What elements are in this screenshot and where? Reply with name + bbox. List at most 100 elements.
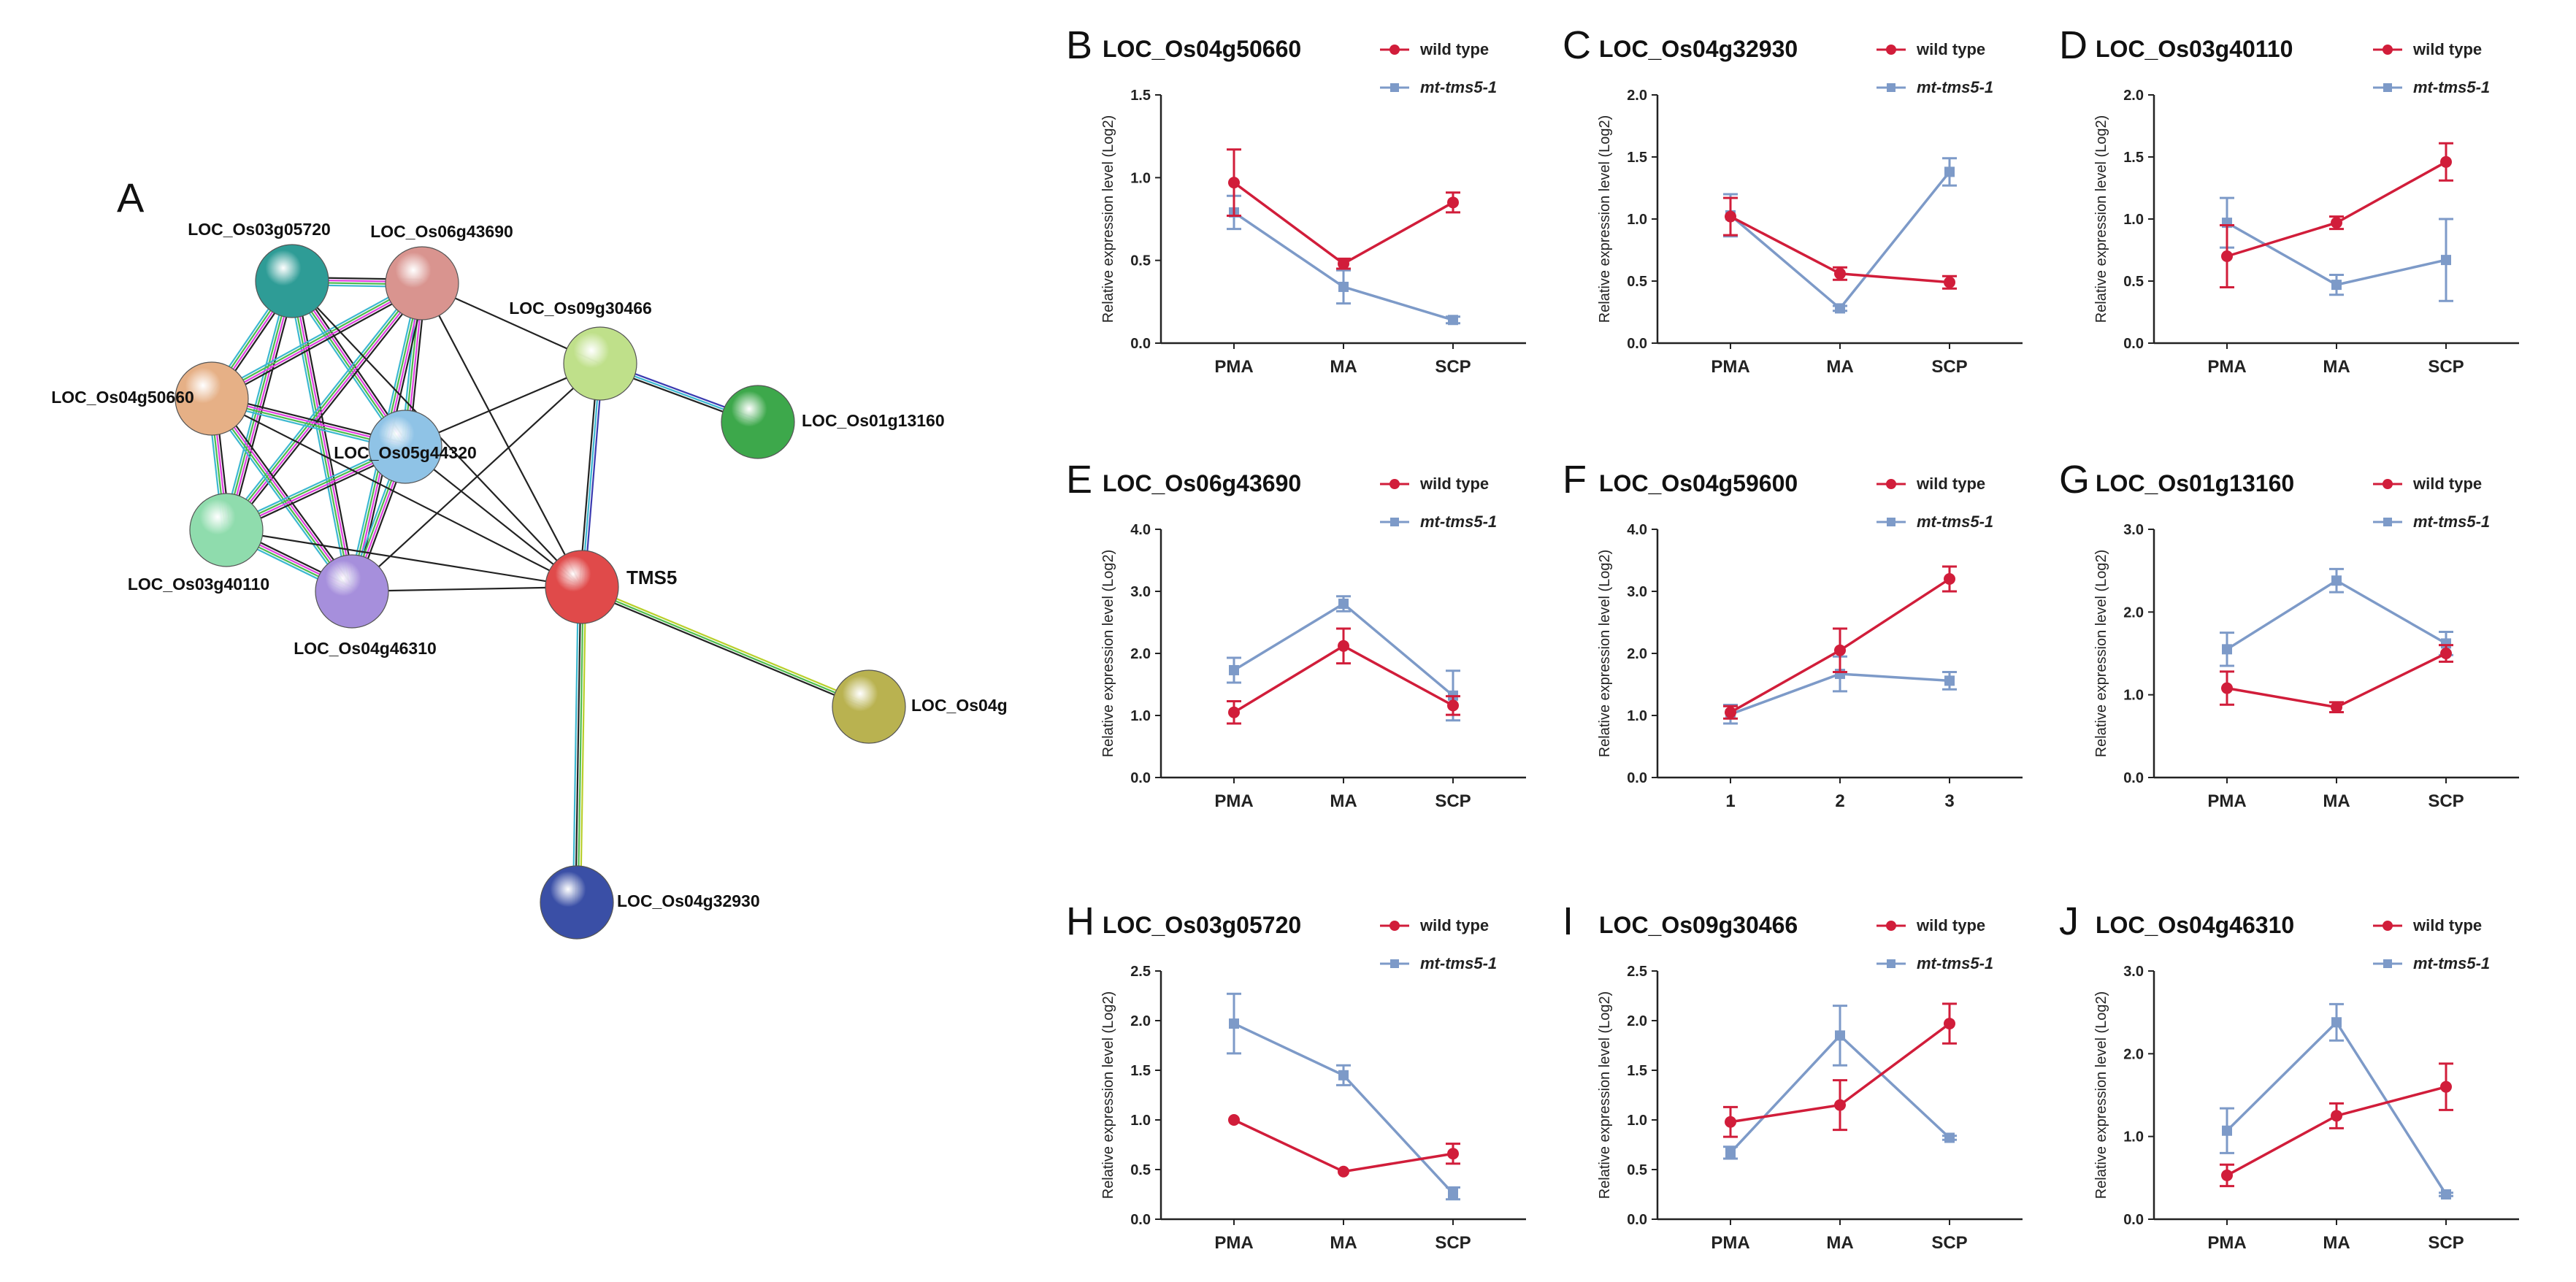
y-axis-label: Relative expression level (Log2): [2093, 991, 2109, 1200]
data-point: [1228, 177, 1240, 189]
panel-letter: D: [2059, 23, 2088, 67]
panel-letter: E: [1066, 458, 1092, 502]
network-edge-strand: [212, 283, 423, 401]
series-line: [2226, 1085, 2447, 1177]
y-tick-label: 1.0: [2123, 1129, 2144, 1145]
network-node: LOC_Os09g30466: [509, 299, 652, 401]
data-point: [1725, 1116, 1736, 1128]
y-tick-label: 0.0: [1130, 770, 1151, 786]
network-edge-strand: [292, 280, 354, 591]
network-edge-strand: [581, 586, 870, 708]
network-edge-strand: [226, 281, 294, 531]
x-tick-label: 1: [1725, 791, 1735, 811]
y-tick-label: 2.0: [2123, 1046, 2144, 1062]
node-sphere: [385, 246, 459, 320]
network-edge-strand: [287, 281, 350, 593]
legend-label-mt: mt-tms5-1: [1917, 78, 1993, 96]
legend-label-wild: wild type: [2412, 40, 2482, 58]
x-tick-label: MA: [1826, 1233, 1853, 1253]
network-node: LOC_Os04g32930: [540, 865, 760, 940]
legend-label-mt: mt-tms5-1: [1917, 513, 1993, 531]
series-mt-tms5-1: [1723, 157, 1957, 314]
series-wild-type: [2220, 644, 2453, 713]
network-edge-strand: [580, 363, 602, 588]
panel-letter: H: [1066, 899, 1095, 943]
legend-marker-mt: [2383, 83, 2392, 92]
network-edge-strand: [572, 586, 580, 902]
data-point: [1944, 276, 1955, 288]
series-wild-type: [2220, 142, 2453, 288]
series-wild-type: [1228, 1114, 1460, 1178]
chart-panel: E LOC_Os06g43690 wild type mt-tms5-1 0.0 1.0 2…: [1066, 458, 1526, 811]
data-point: [1228, 1114, 1240, 1126]
x-tick-label: 3: [1944, 791, 1954, 811]
y-tick-label: 2.0: [1130, 1013, 1151, 1029]
network-edge: [226, 529, 583, 588]
x-tick-label: SCP: [1931, 357, 1967, 377]
series-wild-type: [1227, 627, 1460, 725]
series-mt-tms5-1: [2220, 567, 2453, 667]
node-sphere: [563, 326, 637, 401]
chart-title: LOC_Os04g59600: [1599, 470, 1798, 496]
data-point: [1229, 1018, 1239, 1029]
x-tick-label: MA: [2323, 1233, 2350, 1253]
x-tick-label: SCP: [2428, 1233, 2464, 1253]
y-tick-label: 1.5: [1627, 1063, 1647, 1079]
x-tick-label: MA: [1826, 357, 1853, 377]
y-axis-label: Relative expression level (Log2): [1100, 115, 1116, 323]
legend-marker-wild: [1886, 921, 1896, 931]
series-wild-type: [1723, 1002, 1957, 1138]
network-edge: [222, 280, 296, 531]
panel-letter: J: [2059, 899, 2079, 943]
network-edge-strand: [229, 285, 426, 533]
y-tick-label: 1.0: [1130, 170, 1151, 186]
data-point: [1835, 303, 1845, 314]
network-edge-strand: [223, 280, 420, 529]
chart-panel: G LOC_Os01g13160 wild type mt-tms5-1 0.0 1.0 2…: [2059, 458, 2519, 811]
network-edge-strand: [575, 586, 582, 902]
x-tick-label: SCP: [2428, 791, 2464, 811]
y-tick-label: 1.5: [1130, 1063, 1151, 1079]
panel-letter-a: A: [117, 174, 145, 220]
legend-marker-mt: [1390, 518, 1399, 526]
legend-marker-mt: [1390, 959, 1399, 968]
data-point: [1725, 210, 1736, 223]
network-edge-strand: [578, 363, 599, 587]
chart-title: LOC_Os09g30466: [1599, 912, 1798, 938]
data-point: [2440, 648, 2452, 659]
y-tick-label: 0.5: [1627, 274, 1647, 290]
y-tick-label: 0.5: [1130, 1162, 1151, 1178]
chart-title: LOC_Os04g32930: [1599, 36, 1798, 62]
y-tick-label: 1.5: [2123, 150, 2144, 166]
chart-title: LOC_Os04g50660: [1103, 36, 1301, 62]
network-edge-strand: [210, 279, 421, 396]
x-tick-label: 2: [1835, 791, 1844, 811]
network-edge-strand: [224, 282, 422, 530]
data-point: [1944, 1132, 1955, 1143]
legend-marker-mt: [2383, 959, 2392, 968]
y-tick-label: 0.0: [1627, 770, 1647, 786]
data-point: [1834, 267, 1846, 280]
legend-marker-wild: [2383, 45, 2393, 55]
legend-label-mt: mt-tms5-1: [1420, 954, 1497, 972]
y-axis-label: Relative expression level (Log2): [2093, 115, 2109, 323]
legend-label-wild: wild type: [1419, 475, 1489, 493]
y-tick-label: 0.5: [2123, 274, 2144, 290]
network-edge-strand: [577, 587, 584, 903]
network-edge-strand: [580, 588, 869, 710]
network-edge-strand: [207, 400, 350, 594]
data-point: [2331, 701, 2342, 713]
node-label: LOC_Os04g32930: [617, 891, 760, 910]
y-tick-label: 1.0: [1627, 1113, 1647, 1129]
x-tick-label: PMA: [2207, 1233, 2246, 1253]
y-tick-label: 0.0: [2123, 770, 2144, 786]
chart-panel: D LOC_Os03g40110 wild type mt-tms5-1 0.0 0.5 1…: [2059, 23, 2519, 377]
data-point: [2222, 1125, 2232, 1136]
data-point: [1944, 573, 1955, 585]
data-point: [2331, 217, 2342, 229]
node-label: LOC_Os04g59600: [911, 696, 1008, 715]
node-sphere: [721, 385, 795, 459]
network-edge-strand: [226, 529, 583, 588]
y-tick-label: 3.0: [1627, 584, 1647, 600]
y-axis-label: Relative expression level (Log2): [1100, 550, 1116, 758]
